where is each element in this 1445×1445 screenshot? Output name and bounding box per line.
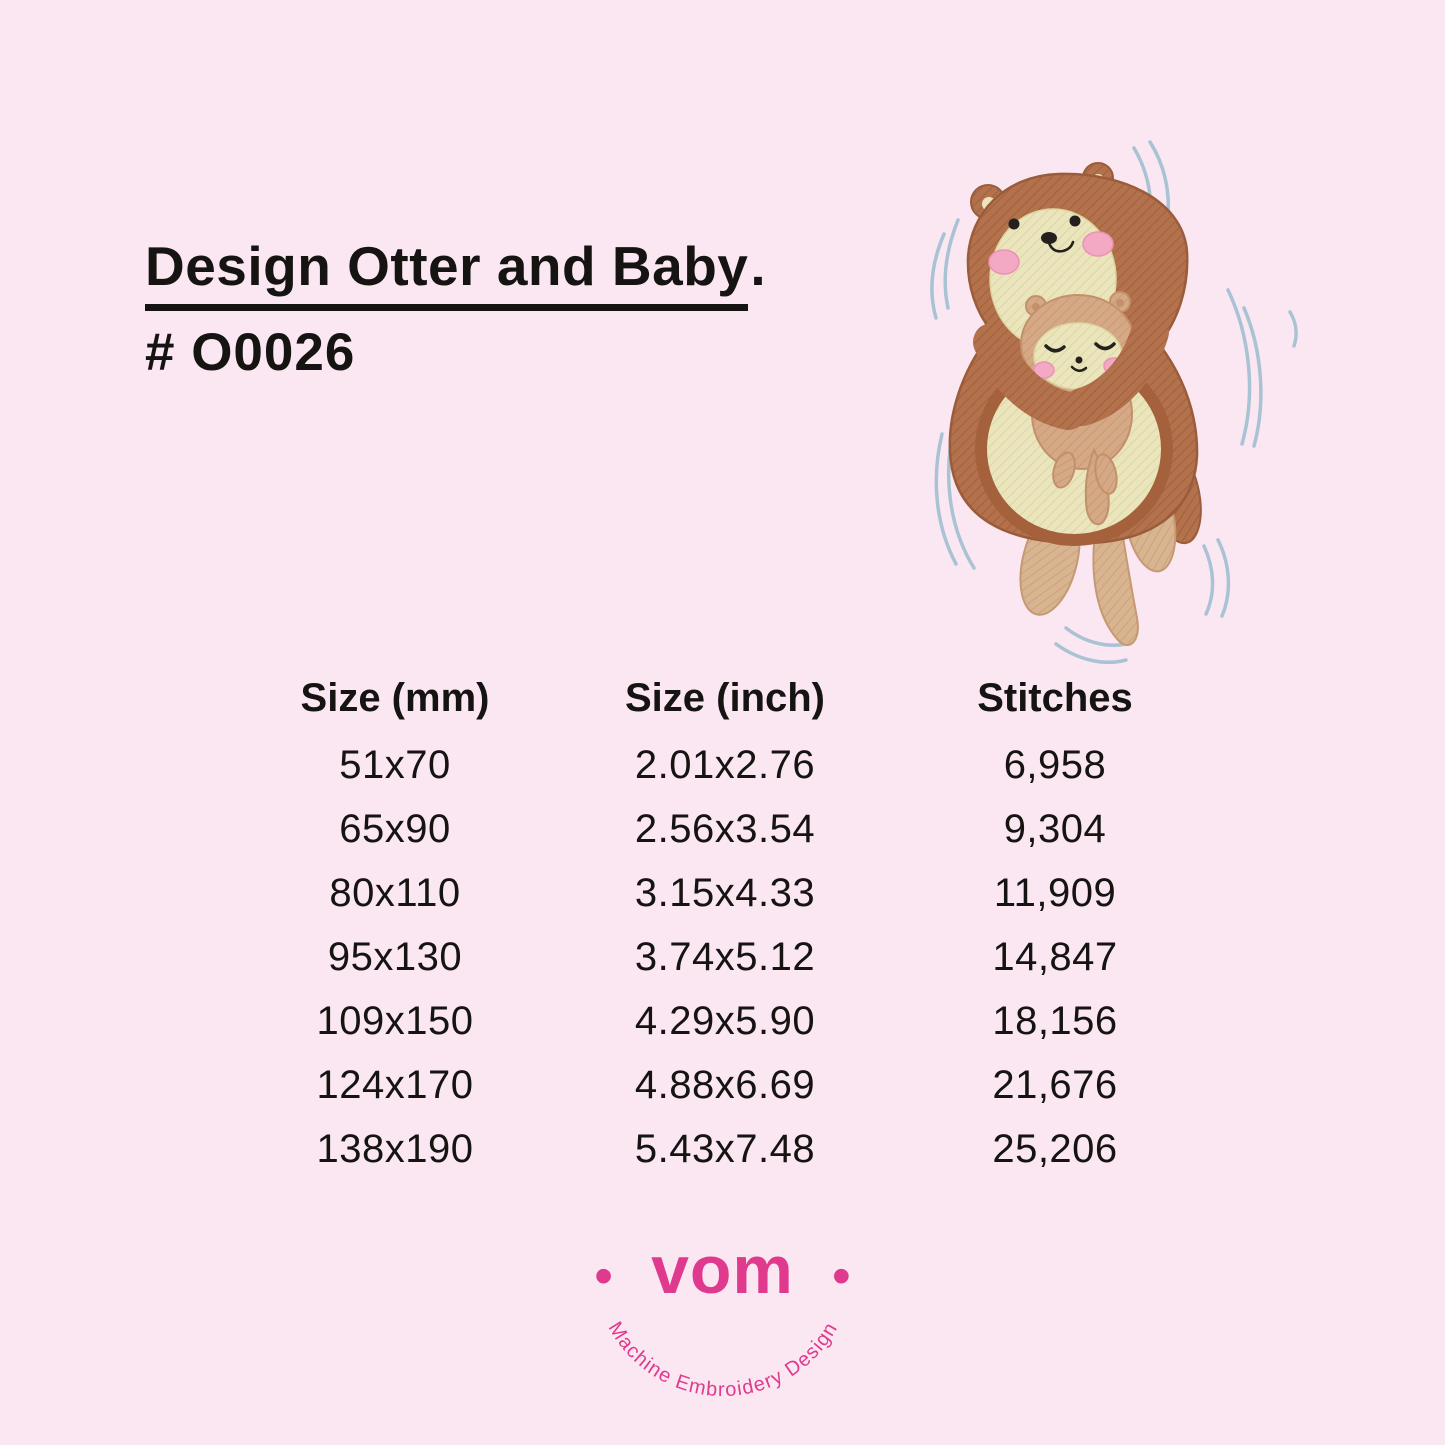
cell-size-mm: 65x90 [339, 806, 451, 851]
svg-text:Machine Embroidery Design: Machine Embroidery Design [603, 1318, 842, 1401]
cell-size-inch: 5.43x7.48 [634, 1126, 816, 1171]
table-row: 95x130 3.74x5.12 14,847 [230, 925, 1220, 989]
baby-mouth [1070, 365, 1088, 372]
baby-otter-left-foot [1052, 451, 1076, 489]
cell-size-inch: 4.88x6.69 [634, 1062, 816, 1107]
baby-left-eye [1044, 344, 1066, 353]
mother-left-cheek [988, 249, 1020, 275]
title-block: Design Otter and Baby. # O0026 [145, 235, 767, 383]
mother-otter-arms [973, 313, 1169, 430]
cell-size-mm: 95x130 [327, 934, 463, 979]
logo-left-dot: • [594, 1246, 614, 1306]
size-table-header-row: Size (mm) Size (inch) Stitches [230, 663, 1220, 733]
brand-logo: • vom • Machine Embroidery Design [553, 1236, 893, 1438]
column-header-stitches: Stitches [977, 675, 1133, 720]
cell-size-inch: 4.29x5.90 [634, 998, 816, 1043]
table-row: 109x150 4.29x5.90 18,156 [230, 989, 1220, 1053]
cell-size-inch: 2.56x3.54 [634, 806, 816, 851]
cell-stitches: 9,304 [1003, 806, 1107, 851]
table-row: 138x190 5.43x7.48 25,206 [230, 1117, 1220, 1181]
baby-right-eye [1094, 342, 1116, 351]
cell-size-mm: 51x70 [339, 742, 451, 787]
brand-tagline: Machine Embroidery Design [603, 1318, 840, 1401]
column-header-size-mm: Size (mm) [300, 675, 490, 720]
cell-size-inch: 2.01x2.76 [634, 742, 816, 787]
cell-stitches: 25,206 [992, 1126, 1118, 1171]
cell-stitches: 18,156 [992, 998, 1118, 1043]
otter-and-baby-illustration [930, 140, 1298, 664]
column-header-size-inch: Size (inch) [624, 675, 826, 720]
mother-nose [1041, 232, 1057, 244]
table-row: 124x170 4.88x6.69 21,676 [230, 1053, 1220, 1117]
page-title-text: Design Otter and Baby [145, 235, 749, 311]
cell-stitches: 21,676 [992, 1062, 1118, 1107]
page-title: Design Otter and Baby. [145, 235, 767, 311]
cell-size-mm: 124x170 [316, 1062, 474, 1107]
table-row: 80x110 3.15x4.33 11,909 [230, 861, 1220, 925]
mother-right-cheek [1082, 231, 1114, 257]
cell-size-inch: 3.74x5.12 [634, 934, 816, 979]
brand-tagline-arc: Machine Embroidery Design [603, 1318, 842, 1401]
cell-size-mm: 138x190 [316, 1126, 474, 1171]
table-row: 65x90 2.56x3.54 9,304 [230, 797, 1220, 861]
cell-stitches: 14,847 [992, 934, 1118, 979]
page-title-period: . [750, 235, 767, 297]
cell-size-inch: 3.15x4.33 [634, 870, 816, 915]
baby-left-cheek [1033, 361, 1055, 379]
brand-logo-row: • vom • [594, 1236, 851, 1304]
cell-size-mm: 109x150 [316, 998, 474, 1043]
table-row: 51x70 2.01x2.76 6,958 [230, 733, 1220, 797]
logo-right-dot: • [831, 1246, 851, 1306]
design-number: # O0026 [145, 322, 356, 382]
baby-otter-right-foot [1094, 453, 1118, 495]
mother-mouth [1047, 240, 1075, 253]
mother-right-eye [1069, 215, 1081, 227]
brand-name: vom [651, 1232, 794, 1308]
cell-stitches: 6,958 [1003, 742, 1107, 787]
mother-otter-tail [1092, 512, 1139, 646]
baby-nose [1075, 356, 1083, 364]
mother-left-eye [1008, 218, 1020, 230]
cell-stitches: 11,909 [993, 870, 1117, 915]
size-table: Size (mm) Size (inch) Stitches 51x70 2.0… [230, 663, 1220, 1181]
cell-size-mm: 80x110 [329, 870, 461, 915]
